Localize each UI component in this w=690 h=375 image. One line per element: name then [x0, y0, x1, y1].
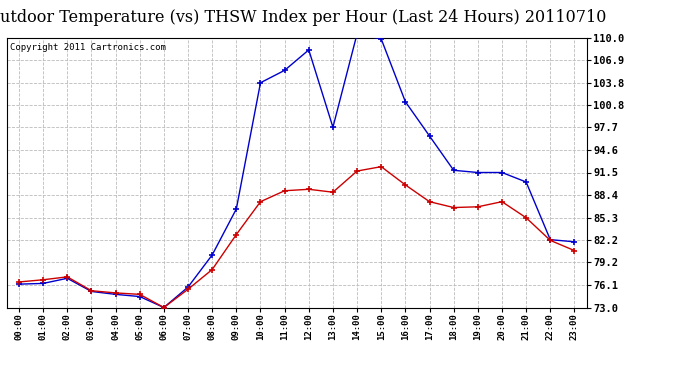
- Text: Outdoor Temperature (vs) THSW Index per Hour (Last 24 Hours) 20110710: Outdoor Temperature (vs) THSW Index per …: [0, 9, 607, 26]
- Text: Copyright 2011 Cartronics.com: Copyright 2011 Cartronics.com: [10, 43, 166, 52]
